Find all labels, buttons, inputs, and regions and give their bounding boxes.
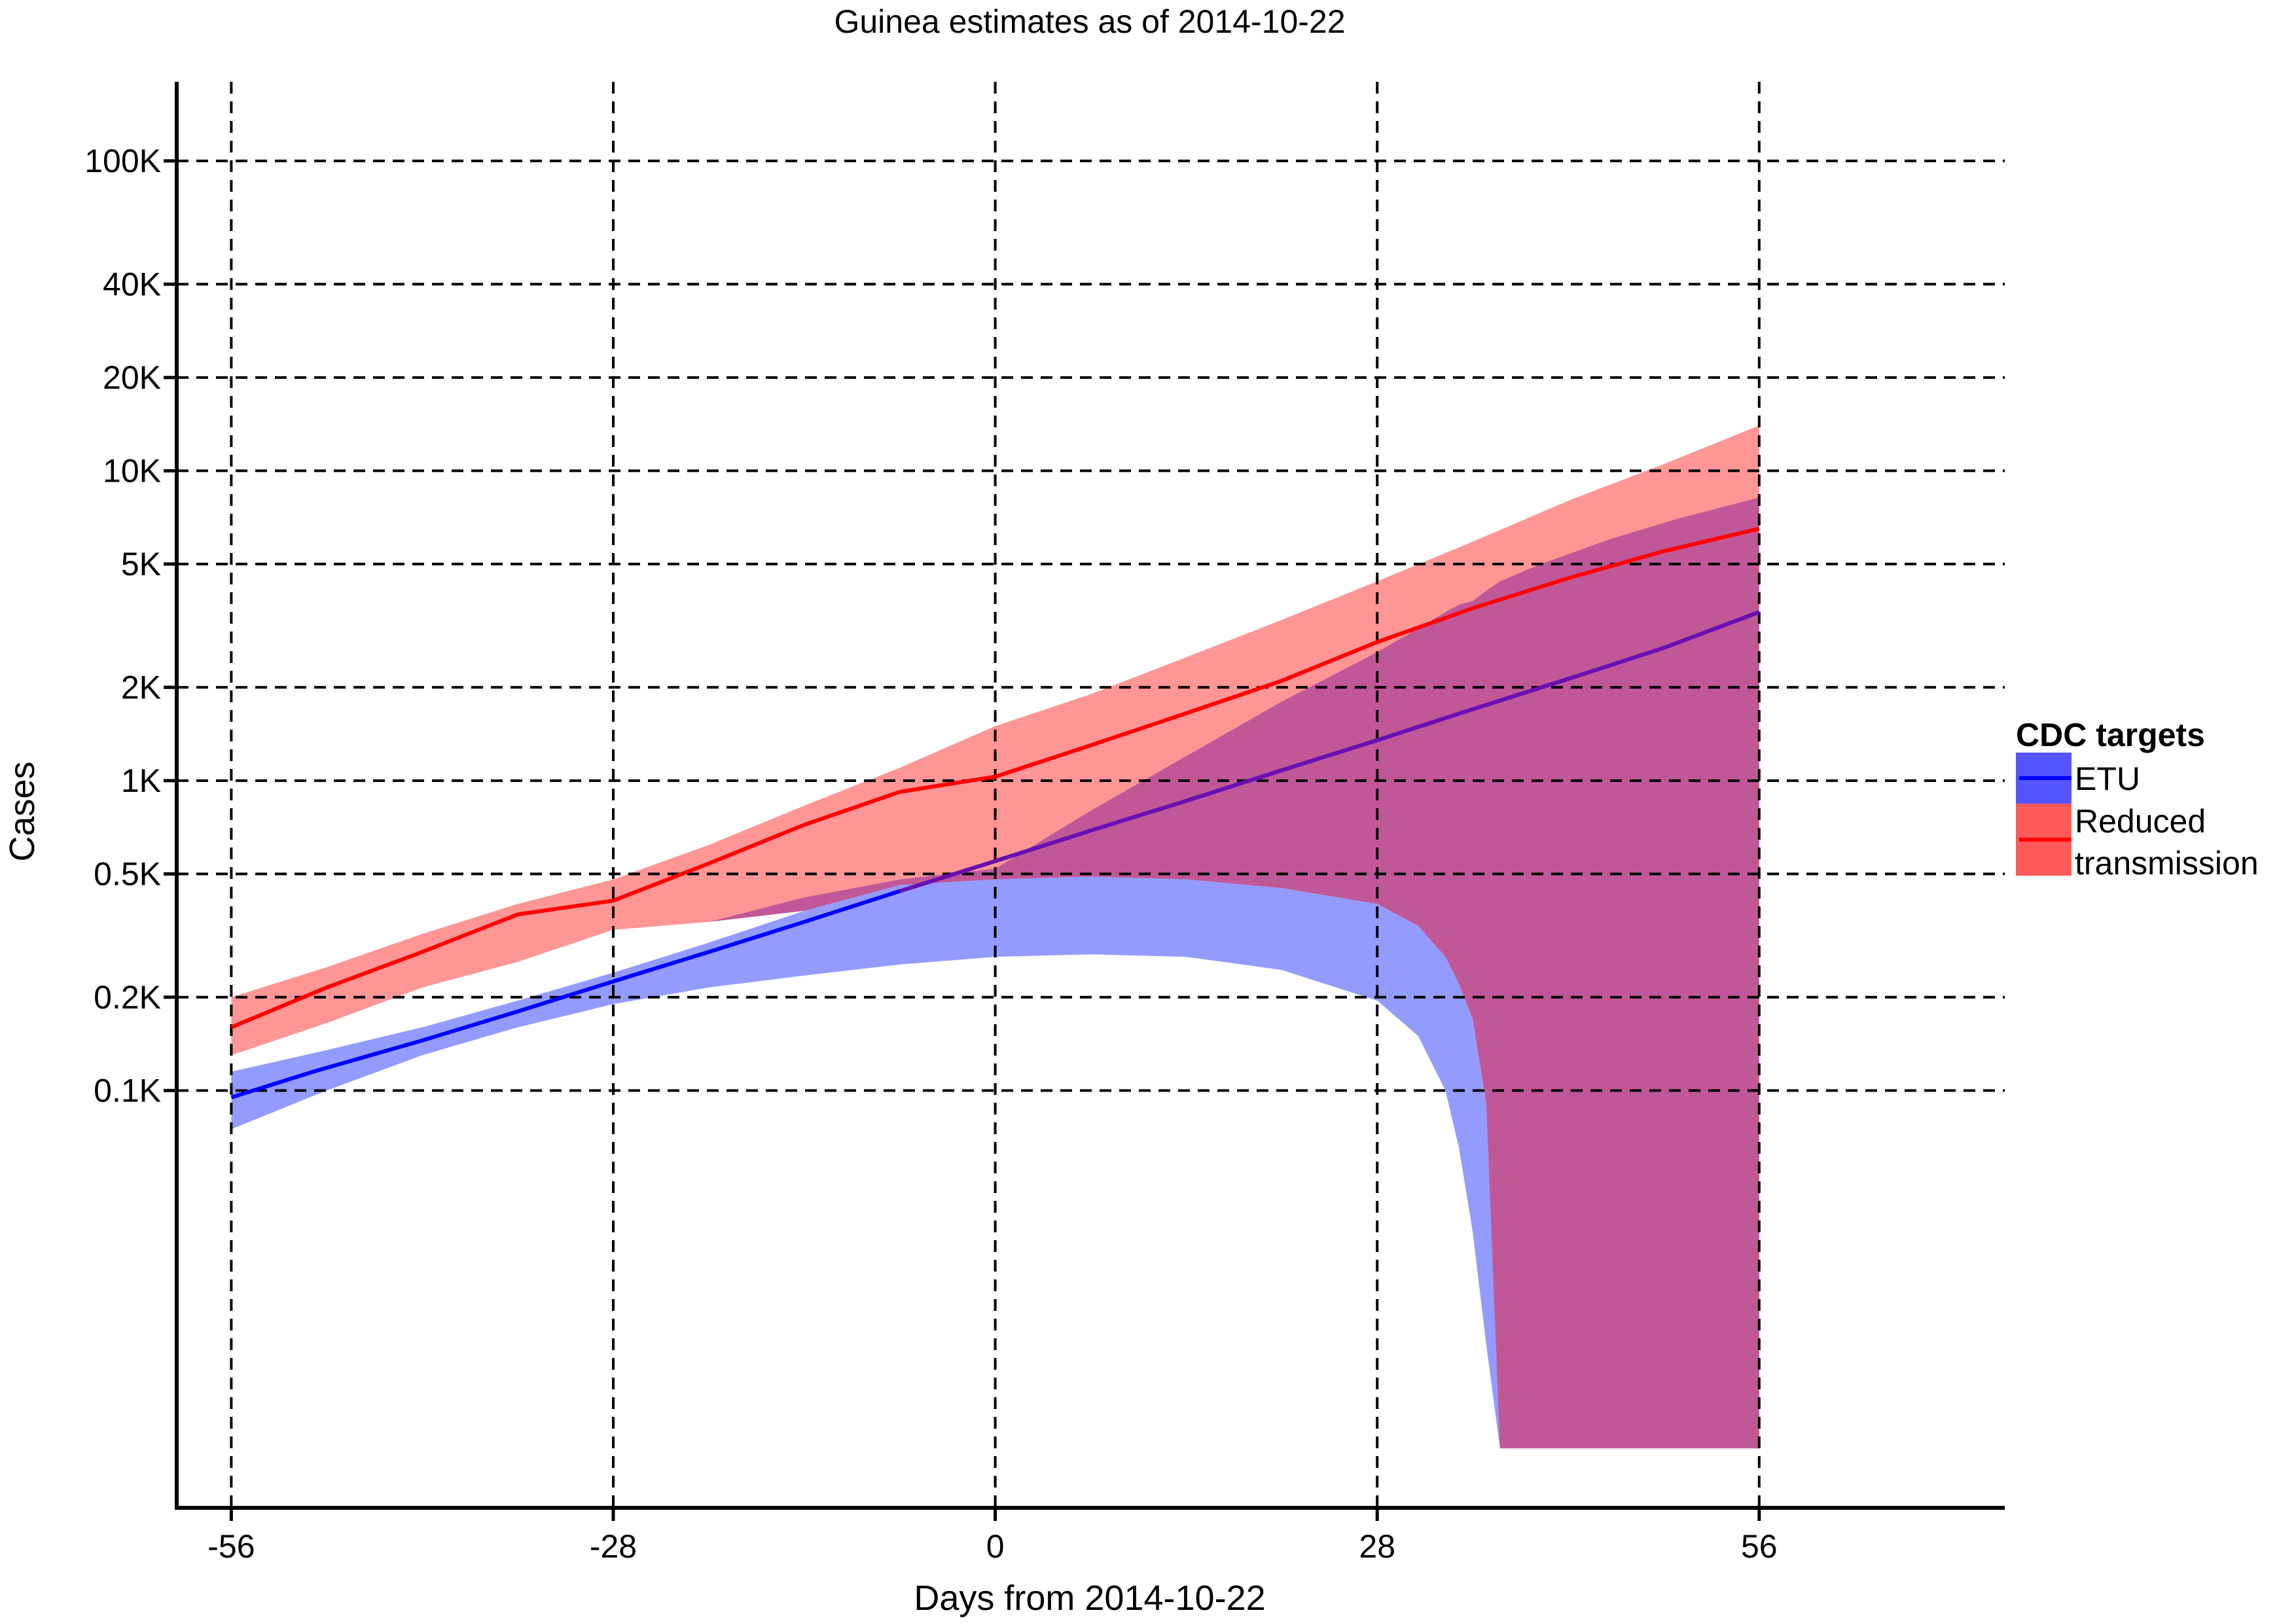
etu-line-overlap-segment — [899, 610, 1760, 893]
reduced-transmission-line — [230, 526, 1760, 1029]
legend-title: CDC targets — [2016, 717, 2205, 753]
x-tick-label: 56 — [1741, 1528, 1778, 1565]
y-tick-label: 20K — [103, 359, 161, 396]
x-tick-label: -28 — [590, 1528, 637, 1565]
y-tick-label: 0.2K — [94, 979, 161, 1016]
y-ticks: 0.1K 0.2K 0.5K 1K 2K 5K 10K 20K 40K 100K — [84, 143, 177, 1109]
legend-label-etu: ETU — [2075, 760, 2140, 797]
y-axis-title: Cases — [3, 761, 42, 861]
y-tick-label: 2K — [121, 669, 161, 705]
x-tick-label: -56 — [207, 1528, 255, 1565]
y-tick-label: 1K — [121, 762, 161, 799]
x-tick-label: 28 — [1359, 1528, 1395, 1565]
legend-label-reduced-transmission-line2: transmission — [2075, 845, 2259, 882]
y-tick-label: 40K — [103, 266, 161, 302]
y-tick-label: 5K — [121, 546, 161, 582]
overlap-band — [613, 497, 1759, 1449]
grid — [177, 82, 2005, 1508]
y-tick-label: 100K — [84, 143, 161, 179]
legend: CDC targets ETU Reduced transmission — [2016, 717, 2259, 882]
y-tick-label: 0.5K — [94, 855, 161, 892]
legend-label-reduced-transmission: Reduced — [2075, 803, 2206, 840]
x-ticks: -56 -28 0 28 56 — [207, 1508, 1778, 1565]
y-tick-label: 10K — [103, 452, 161, 489]
chart-title: Guinea estimates as of 2014-10-22 — [834, 3, 1345, 40]
lines — [230, 526, 1760, 1099]
x-tick-label: 0 — [986, 1528, 1005, 1565]
y-tick-label: 0.1K — [94, 1072, 161, 1109]
x-axis-title: Days from 2014-10-22 — [914, 1578, 1265, 1618]
